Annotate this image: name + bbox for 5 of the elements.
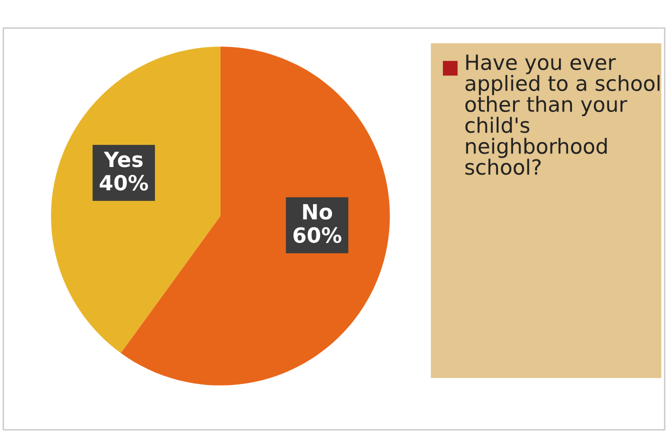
data-label: 60% — [293, 227, 342, 243]
slice-label: Have you ever applied to a school other than your child's neighborhood school? — [465, 54, 660, 175]
slice-label: Yes — [104, 152, 143, 168]
slice-label: No — [303, 204, 332, 220]
data-label: 40% — [100, 174, 148, 191]
